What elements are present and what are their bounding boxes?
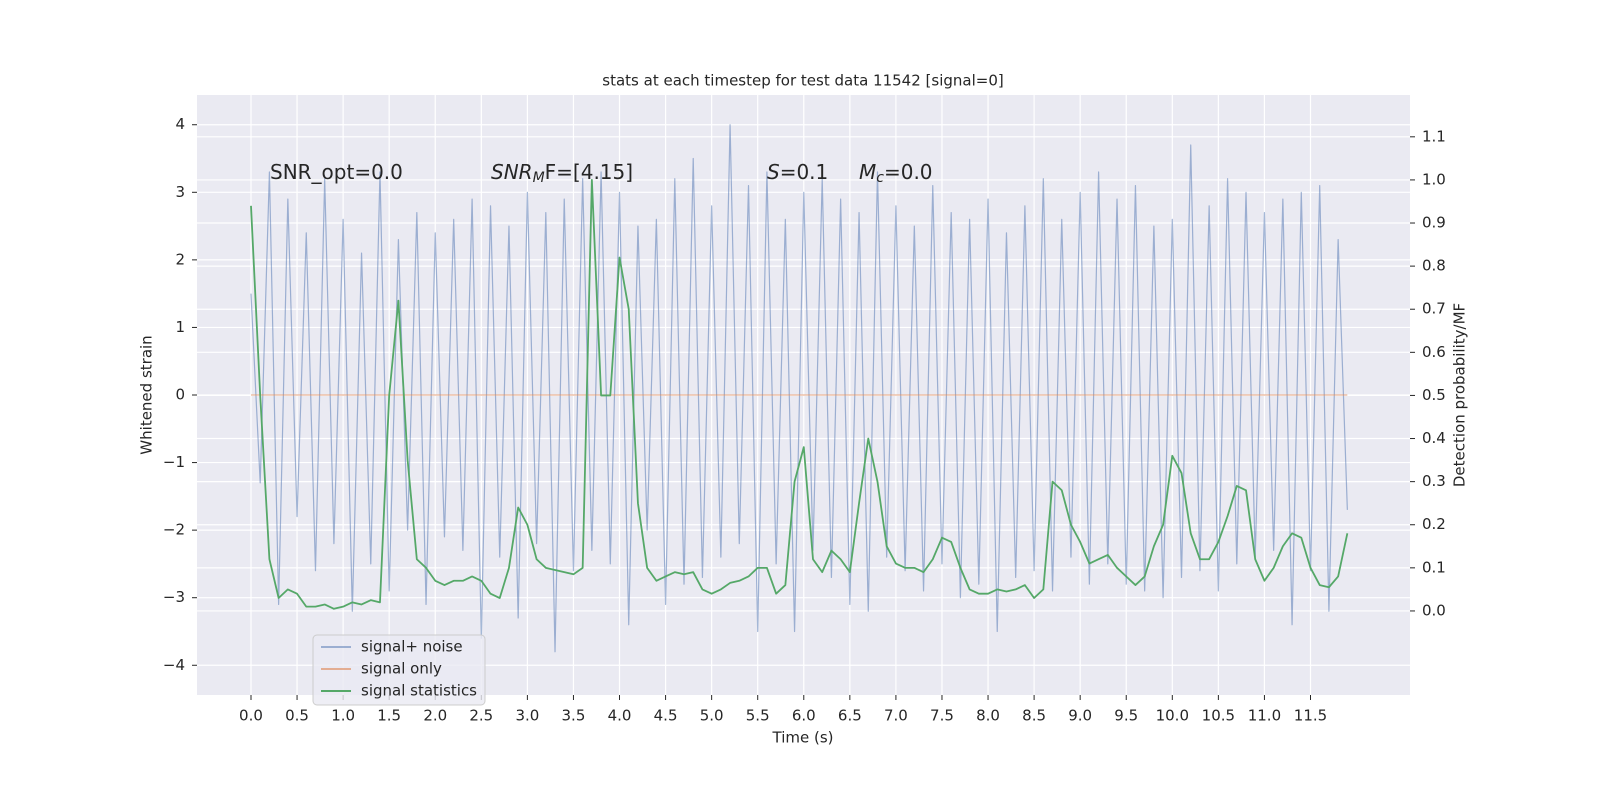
- annotation-part: c: [876, 170, 884, 186]
- x-tick-label: 3.0: [515, 707, 539, 725]
- x-tick-label: 1.5: [377, 707, 401, 725]
- x-tick-label: 11.5: [1294, 707, 1327, 725]
- x-tick-label: 8.5: [1022, 707, 1046, 725]
- y2-tick-label: 0.5: [1422, 386, 1446, 404]
- x-tick-label: 2.0: [423, 707, 447, 725]
- annotation: S=0.1: [767, 160, 828, 184]
- x-tick-label: 4.5: [654, 707, 678, 725]
- x-tick-label: 9.0: [1068, 707, 1092, 725]
- x-tick-label: 10.0: [1156, 707, 1189, 725]
- x-tick-label: 5.5: [746, 707, 770, 725]
- annotation-part: SNR: [491, 160, 533, 184]
- chart-title: stats at each timestep for test data 115…: [602, 72, 1003, 90]
- y-tick-label: 0: [175, 386, 185, 404]
- y2-tick-label: 0.0: [1422, 601, 1446, 619]
- annotation: SNRMF=[4.15]: [491, 160, 633, 187]
- y2-tick-label: 0.4: [1422, 429, 1446, 447]
- annotation-part: =0.0: [884, 160, 933, 184]
- x-tick-label: 3.5: [562, 707, 586, 725]
- x-tick-label: 0.5: [285, 707, 309, 725]
- series-line: [250, 179, 1349, 610]
- x-tick-label: 6.5: [838, 707, 862, 725]
- legend-box: [312, 634, 486, 706]
- y-tick-label: −3: [163, 588, 185, 606]
- legend-label: signal+ noise: [361, 638, 463, 656]
- annotation: Mc=0.0: [859, 160, 933, 187]
- y-tick-label: −2: [163, 521, 185, 539]
- x-tick-label: 10.5: [1202, 707, 1235, 725]
- y2-tick-label: 1.1: [1422, 127, 1446, 145]
- annotation-part: SNR_opt=0.0: [270, 160, 403, 184]
- annotation-part: M: [859, 160, 876, 184]
- y-tick-label: 1: [175, 318, 185, 336]
- x-tick-label: 1.0: [331, 707, 355, 725]
- y2-tick-label: 0.7: [1422, 300, 1446, 318]
- legend-label: signal statistics: [361, 682, 477, 700]
- x-tick-label: 11.0: [1248, 707, 1281, 725]
- y2-tick-label: 0.6: [1422, 343, 1446, 361]
- legend-label: signal only: [361, 660, 442, 678]
- x-axis-label: Time (s): [772, 729, 834, 747]
- y-tick-label: 4: [175, 115, 185, 133]
- annotation-part: M: [533, 170, 545, 186]
- series-line: [250, 124, 1348, 653]
- y-tick-label: −4: [163, 656, 185, 674]
- y-axis-label: Whitened strain: [138, 335, 156, 454]
- y2-axis-label: Detection probability/MF: [1451, 303, 1469, 487]
- y-tick-label: 2: [175, 250, 185, 268]
- annotation-part: S: [767, 160, 780, 184]
- annotation-part: =0.1: [780, 160, 829, 184]
- y2-tick-label: 0.1: [1422, 558, 1446, 576]
- annotation: SNR_opt=0.0: [270, 160, 403, 184]
- annotation-part: F=[4.15]: [545, 160, 633, 184]
- y2-tick-label: 1.0: [1422, 170, 1446, 188]
- x-tick-label: 6.0: [792, 707, 816, 725]
- y-tick-label: 3: [175, 183, 185, 201]
- x-tick-label: 8.0: [976, 707, 1000, 725]
- y2-tick-label: 0.3: [1422, 472, 1446, 490]
- x-tick-label: 9.5: [1114, 707, 1138, 725]
- y2-tick-label: 0.9: [1422, 214, 1446, 232]
- x-tick-label: 5.0: [700, 707, 724, 725]
- x-tick-label: 0.0: [239, 707, 263, 725]
- x-tick-label: 7.5: [930, 707, 954, 725]
- y2-tick-label: 0.8: [1422, 257, 1446, 275]
- x-tick-label: 4.0: [608, 707, 632, 725]
- x-tick-label: 2.5: [469, 707, 493, 725]
- y2-tick-label: 0.2: [1422, 515, 1446, 533]
- x-tick-label: 7.0: [884, 707, 908, 725]
- y-tick-label: −1: [163, 453, 185, 471]
